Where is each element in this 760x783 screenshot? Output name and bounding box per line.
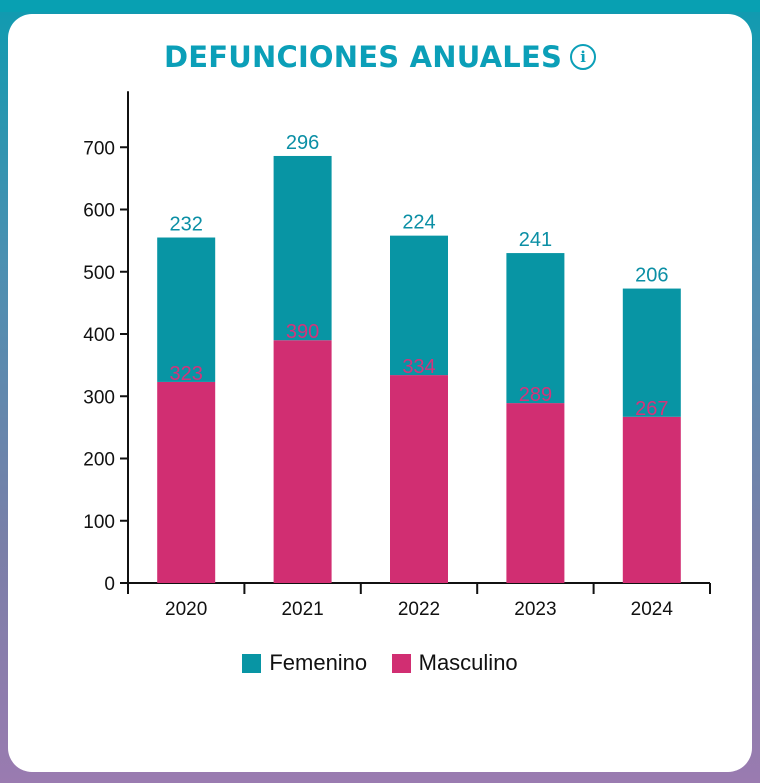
legend: Femenino Masculino [8, 650, 752, 676]
legend-swatch-masculino [391, 653, 411, 673]
bar-femenino-2021 [273, 155, 332, 341]
legend-label-femenino: Femenino [269, 650, 368, 675]
bar-femenino-2020 [157, 237, 216, 382]
bar-femenino-2024 [622, 288, 681, 417]
legend-label-masculino: Masculino [418, 650, 518, 675]
y-tick-label: 0 [104, 574, 115, 595]
title-row: DEFUNCIONES ANUALES i [8, 40, 752, 74]
bar-masculino-2021 [273, 340, 332, 583]
legend-item-masculino[interactable]: Masculino [391, 650, 518, 676]
top-accent-bar [0, 0, 760, 12]
y-tick-label: 200 [83, 450, 115, 471]
data-label-femenino-2020: 232 [170, 214, 203, 236]
y-tick-label: 600 [83, 201, 115, 222]
stacked-bar-chart: 0 100 200 300 400 500 600 700 232 323 2020 296 390 20… [83, 91, 711, 620]
data-label-masculino-2020: 323 [170, 363, 203, 385]
data-label-masculino-2022: 334 [402, 356, 435, 378]
y-tick-label: 700 [83, 138, 115, 159]
data-label-masculino-2023: 289 [519, 384, 552, 406]
bar-masculino-2023 [506, 403, 565, 583]
data-label-femenino-2024: 206 [635, 265, 668, 287]
bar-femenino-2023 [506, 253, 565, 404]
bar-masculino-2020 [157, 381, 216, 583]
x-tick-label-2022: 2022 [398, 599, 440, 620]
bar-masculino-2022 [390, 375, 448, 583]
data-label-masculino-2021: 390 [286, 321, 319, 343]
x-tick-label-2023: 2023 [514, 599, 556, 620]
y-tick-label: 300 [83, 387, 115, 408]
y-tick-label: 500 [83, 263, 115, 284]
legend-swatch-femenino [242, 653, 262, 673]
data-label-masculino-2024: 267 [635, 398, 668, 420]
data-label-femenino-2023: 241 [519, 229, 552, 251]
info-icon[interactable]: i [570, 44, 597, 70]
x-tick-label-2020: 2020 [165, 599, 207, 620]
page-title: DEFUNCIONES ANUALES [163, 40, 563, 74]
data-label-femenino-2021: 296 [286, 132, 319, 154]
data-label-femenino-2022: 224 [402, 212, 435, 234]
chart-card: DEFUNCIONES ANUALES i 0 100 200 300 400 500 600… [8, 14, 752, 772]
x-tick-label-2021: 2021 [281, 599, 323, 620]
y-tick-label: 400 [83, 325, 115, 346]
legend-item-femenino[interactable]: Femenino [242, 650, 367, 676]
bar-femenino-2022 [390, 235, 448, 376]
x-tick-label-2024: 2024 [631, 599, 674, 620]
bar-masculino-2024 [622, 416, 681, 583]
y-tick-label: 100 [83, 512, 115, 533]
